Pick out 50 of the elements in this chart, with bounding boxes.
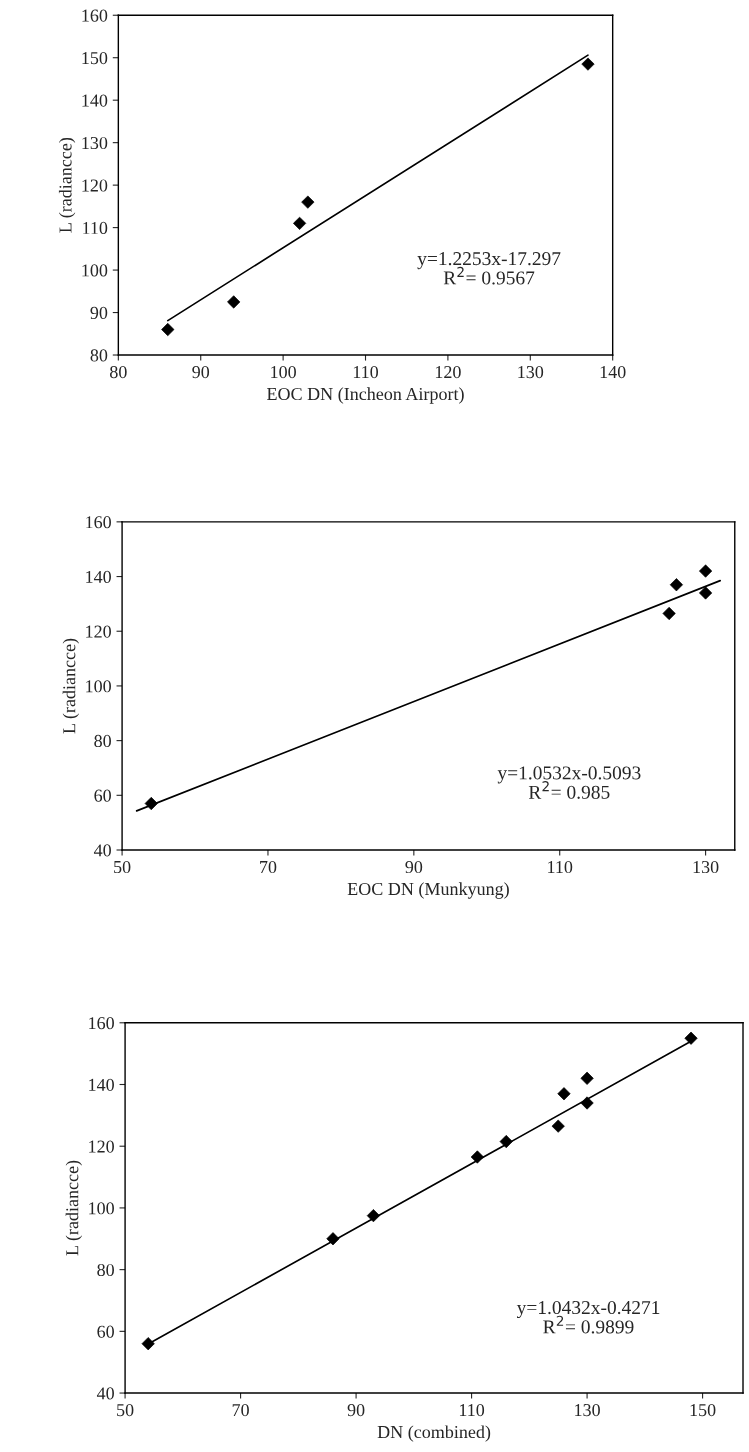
x-tick-label: 120 xyxy=(435,365,461,379)
y-tick-label: 130 xyxy=(82,136,108,150)
y-tick-label: 80 xyxy=(97,1263,114,1277)
y-tick-label: 40 xyxy=(96,1387,114,1400)
y-axis-title: L (radiancce) xyxy=(62,638,80,734)
y-tick-label: 120 xyxy=(82,179,108,192)
y-tick-label: 140 xyxy=(86,570,111,583)
x-tick-label: 110 xyxy=(353,365,379,379)
x-tick-label: 80 xyxy=(110,365,127,379)
x-tick-label: 130 xyxy=(518,365,544,379)
y-tick-label: 120 xyxy=(89,1140,114,1153)
x-tick-label: 70 xyxy=(260,860,277,874)
x-axis-title: EOC DN (Munkyung) xyxy=(347,882,509,899)
y-tick-label: 160 xyxy=(82,9,108,22)
y-tick-label: 90 xyxy=(90,306,108,319)
y-tick-label: 60 xyxy=(97,1325,114,1338)
x-tick-label: 90 xyxy=(192,365,210,379)
x-tick-label: 130 xyxy=(575,1403,600,1417)
x-tick-label: 50 xyxy=(117,1403,134,1417)
x-tick-label: 140 xyxy=(600,365,626,379)
x-tick-label: 100 xyxy=(271,365,296,379)
x-tick-label: 110 xyxy=(548,860,573,874)
y-tick-label: 110 xyxy=(83,221,108,235)
annotation: y=1.0532x-0.5093 R$^{2}$= 0.985 xyxy=(497,766,641,799)
x-tick-label: 50 xyxy=(114,860,131,874)
y-tick-label: 160 xyxy=(86,516,111,529)
x-axis-title: DN (combined) xyxy=(377,1425,491,1442)
y-tick-label: 140 xyxy=(89,1078,114,1091)
x-tick-label: 150 xyxy=(690,1403,716,1417)
x-tick-label: 90 xyxy=(405,860,423,874)
y-axis-title: L (radiancce) xyxy=(58,137,76,233)
y-tick-label: 150 xyxy=(82,51,108,65)
y-tick-label: 80 xyxy=(90,349,108,362)
y-tick-label: 100 xyxy=(86,680,111,693)
x-tick-label: 130 xyxy=(693,860,719,874)
annotation: y=1.2253x-17.297 R$^{2}$= 0.9567 xyxy=(417,252,561,285)
y-tick-label: 160 xyxy=(89,1017,114,1030)
y-tick-label: 140 xyxy=(82,94,108,107)
y-tick-label: 80 xyxy=(94,734,111,748)
x-tick-label: 70 xyxy=(232,1403,249,1417)
y-axis-title: L (radiancce) xyxy=(65,1160,83,1256)
annotation: y=1.0432x-0.4271 R$^{2}$= 0.9899 xyxy=(516,1300,660,1334)
y-tick-label: 100 xyxy=(89,1202,114,1215)
y-tick-label: 40 xyxy=(93,844,111,857)
x-tick-label: 90 xyxy=(347,1403,365,1417)
y-tick-label: 100 xyxy=(82,264,108,277)
x-tick-label: 110 xyxy=(459,1403,485,1417)
y-tick-label: 120 xyxy=(86,625,111,638)
y-tick-label: 60 xyxy=(94,789,111,802)
x-axis-title: EOC DN (Incheon Airport) xyxy=(267,387,464,404)
